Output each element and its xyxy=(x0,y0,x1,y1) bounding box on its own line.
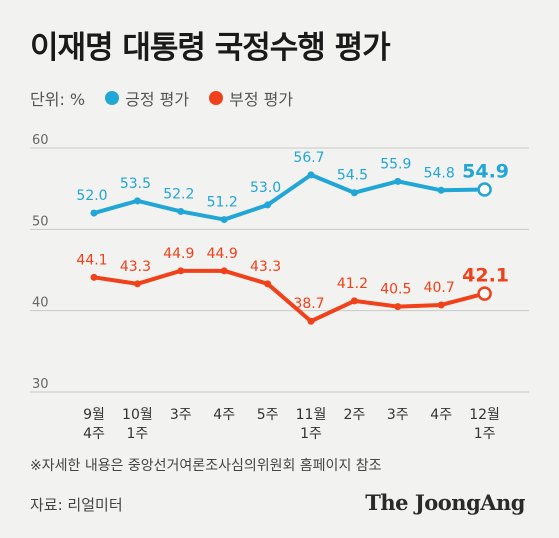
x-tick-label: 12월 xyxy=(469,407,500,423)
data-label: 43.3 xyxy=(120,259,151,275)
data-point xyxy=(394,303,402,311)
x-tick-label: 3주 xyxy=(170,407,192,423)
x-tick-label: 10월 xyxy=(122,407,153,423)
data-label: 56.7 xyxy=(293,150,324,166)
legend-positive: 긍정 평가 xyxy=(105,86,189,110)
data-point xyxy=(90,209,98,217)
data-label: 44.9 xyxy=(163,246,194,262)
x-tick-label: 5주 xyxy=(257,407,279,423)
data-label: 51.2 xyxy=(207,195,238,211)
data-label: 53.5 xyxy=(120,176,151,192)
data-label: 52.0 xyxy=(76,188,107,204)
legend: 단위: % 긍정 평가 부정 평가 xyxy=(30,86,313,110)
data-label: 54.9 xyxy=(462,160,509,182)
data-label: 44.1 xyxy=(76,252,107,268)
data-point xyxy=(350,189,358,197)
data-point xyxy=(264,280,272,288)
data-point xyxy=(437,301,445,309)
data-point xyxy=(437,186,445,194)
data-point xyxy=(90,273,98,281)
legend-negative-dot xyxy=(209,91,224,105)
x-tick-label: 2주 xyxy=(344,407,366,423)
data-label: 41.2 xyxy=(337,276,368,292)
legend-positive-label: 긍정 평가 xyxy=(125,90,190,109)
x-tick-label: 4주 xyxy=(213,407,235,423)
data-point xyxy=(350,297,358,305)
x-tick-label: 3주 xyxy=(387,407,409,423)
data-label: 52.2 xyxy=(163,186,194,202)
y-tick-label: 30 xyxy=(32,377,49,392)
data-point xyxy=(264,201,272,209)
x-tick-label: 4주 xyxy=(430,407,452,423)
x-tick-label: 11월 xyxy=(296,407,327,423)
data-label: 44.9 xyxy=(207,246,238,262)
data-point xyxy=(220,267,228,275)
data-point xyxy=(394,177,402,185)
data-point xyxy=(177,267,185,275)
data-label: 43.3 xyxy=(250,259,281,275)
data-point xyxy=(133,197,141,205)
x-tick-label: 1주 xyxy=(127,426,149,442)
series-line xyxy=(92,268,487,324)
x-tick-label: 1주 xyxy=(300,426,322,442)
data-label: 54.8 xyxy=(424,165,455,181)
data-point xyxy=(220,216,228,224)
y-tick-label: 50 xyxy=(32,214,49,229)
legend-negative-label: 부정 평가 xyxy=(229,90,294,109)
legend-negative: 부정 평가 xyxy=(209,86,293,110)
data-point xyxy=(307,171,315,179)
source: 자료: 리얼미터 xyxy=(30,496,123,514)
data-point xyxy=(177,207,185,215)
data-label: 38.7 xyxy=(293,296,324,312)
y-tick-label: 40 xyxy=(32,296,49,311)
x-tick-label: 1주 xyxy=(474,426,496,442)
data-label: 54.5 xyxy=(337,168,368,184)
data-label: 40.5 xyxy=(380,282,411,298)
series-line xyxy=(92,172,487,222)
data-label: 55.9 xyxy=(380,156,411,172)
footnote: ※자세한 내용은 중앙선거여론조사심의위원회 홈페이지 참조 xyxy=(30,458,382,474)
x-tick-label: 4주 xyxy=(83,426,105,442)
data-point xyxy=(133,280,141,288)
y-tick-label: 60 xyxy=(32,133,49,148)
data-point-last xyxy=(477,286,492,301)
brand-logo: The JoongAng xyxy=(365,490,525,515)
data-label: 40.7 xyxy=(424,280,455,296)
data-label: 42.1 xyxy=(462,265,509,287)
data-label: 53.0 xyxy=(250,180,281,196)
unit-label: 단위: % xyxy=(30,90,86,109)
x-tick-label: 9월 xyxy=(83,407,105,423)
data-point-last xyxy=(477,182,492,197)
data-point xyxy=(307,317,315,325)
legend-positive-dot xyxy=(105,91,120,105)
chart-title: 이재명 대통령 국정수행 평가 xyxy=(30,30,391,66)
